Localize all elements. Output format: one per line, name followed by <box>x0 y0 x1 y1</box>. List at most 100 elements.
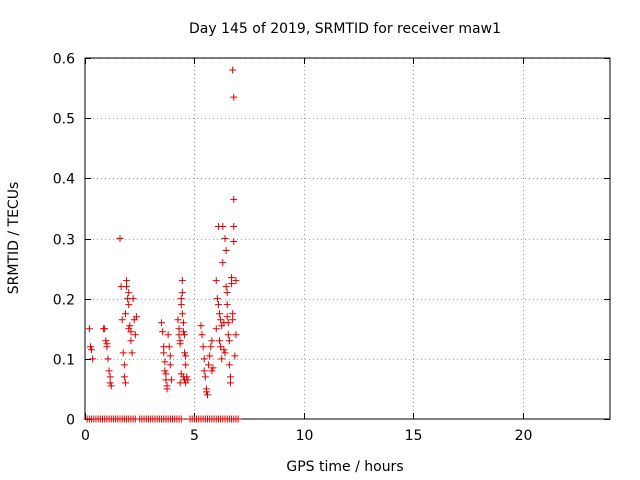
data-point <box>219 259 227 267</box>
data-point <box>123 283 131 291</box>
data-point <box>223 301 231 309</box>
data-point <box>131 331 139 339</box>
data-point <box>218 355 226 363</box>
x-tick-label: 5 <box>190 428 199 444</box>
data-point <box>163 385 171 393</box>
x-tick-label: 10 <box>296 428 314 444</box>
data-point <box>224 331 232 339</box>
data-point <box>221 235 229 242</box>
data-point <box>213 295 221 303</box>
data-point <box>229 66 237 74</box>
data-point <box>182 352 190 360</box>
data-point <box>123 277 131 285</box>
data-point <box>127 337 135 345</box>
data-point <box>230 195 238 203</box>
data-point <box>198 331 206 339</box>
data-point <box>208 337 216 345</box>
data-point <box>165 343 173 351</box>
data-point <box>204 391 211 399</box>
data-point <box>167 376 175 384</box>
data-point <box>178 289 186 297</box>
data-point <box>214 301 222 309</box>
data-point <box>106 373 114 381</box>
data-point <box>224 319 232 327</box>
y-tick-label: 0 <box>66 413 75 429</box>
data-point <box>160 349 168 357</box>
y-tick-label: 0.4 <box>53 172 75 188</box>
y-tick-label: 0.5 <box>53 112 75 128</box>
data-point <box>221 349 229 357</box>
data-point <box>234 415 242 423</box>
data-point <box>107 382 115 390</box>
data-point <box>182 361 190 369</box>
x-tick-label: 15 <box>405 428 423 444</box>
data-point <box>102 337 110 345</box>
data-point <box>217 316 225 324</box>
data-point <box>132 313 140 321</box>
data-point <box>229 310 237 318</box>
data-point <box>104 355 112 363</box>
data-point <box>199 343 207 351</box>
data-point <box>183 373 191 381</box>
data-point <box>177 295 185 303</box>
data-point <box>200 367 208 375</box>
data-point <box>232 331 240 339</box>
data-point <box>103 343 111 351</box>
data-point <box>120 361 128 369</box>
x-axis-label: GPS time / hours <box>286 459 403 475</box>
data-point <box>217 343 225 351</box>
data-point <box>216 337 224 345</box>
data-point <box>212 277 220 285</box>
data-point <box>231 352 239 360</box>
data-point <box>119 349 127 357</box>
data-point <box>232 277 240 285</box>
data-point <box>166 352 174 360</box>
data-point <box>159 328 167 336</box>
data-point <box>106 379 114 387</box>
data-point <box>175 325 183 333</box>
data-point <box>125 289 133 297</box>
data-point <box>179 319 187 327</box>
data-point <box>201 373 209 381</box>
chart-title: Day 145 of 2019, SRMTID for receiver maw… <box>189 21 501 37</box>
data-point <box>216 310 224 318</box>
y-tick-label: 0.3 <box>53 233 75 249</box>
data-point <box>105 367 113 375</box>
data-point <box>161 367 169 375</box>
data-point <box>230 222 238 230</box>
axis-ticks: 0 5 10 15 20 0 0.1 0.2 0.3 0.4 0.5 0.6 <box>53 52 610 444</box>
data-point <box>162 370 170 378</box>
data-point <box>121 310 129 318</box>
data-point <box>225 337 233 345</box>
data-point <box>89 355 97 363</box>
data-point <box>128 349 136 357</box>
data-point <box>222 283 230 291</box>
data-point <box>223 313 231 321</box>
data-point <box>179 328 187 336</box>
data-point <box>101 325 109 333</box>
data-point <box>88 346 96 354</box>
data-point <box>177 301 185 309</box>
data-point <box>116 235 124 242</box>
data-point <box>230 238 238 246</box>
data-point <box>164 331 172 339</box>
data-point <box>219 222 227 230</box>
y-axis-label: SRMTID / TECUs <box>6 182 22 295</box>
y-tick-label: 0.1 <box>53 353 75 369</box>
data-point <box>200 355 208 363</box>
data-point <box>181 331 189 339</box>
x-tick-label: 20 <box>515 428 533 444</box>
data-point <box>230 93 238 101</box>
data-point <box>177 415 185 423</box>
data-point <box>121 379 129 387</box>
data-point <box>202 388 210 396</box>
data-point <box>178 277 186 285</box>
data-point <box>222 247 230 255</box>
data-point <box>206 352 214 360</box>
y-tick-label: 0.2 <box>53 293 75 309</box>
data-point <box>229 316 237 324</box>
data-point <box>129 295 137 303</box>
data-point <box>176 340 184 348</box>
y-tick-label: 0.6 <box>53 52 75 68</box>
